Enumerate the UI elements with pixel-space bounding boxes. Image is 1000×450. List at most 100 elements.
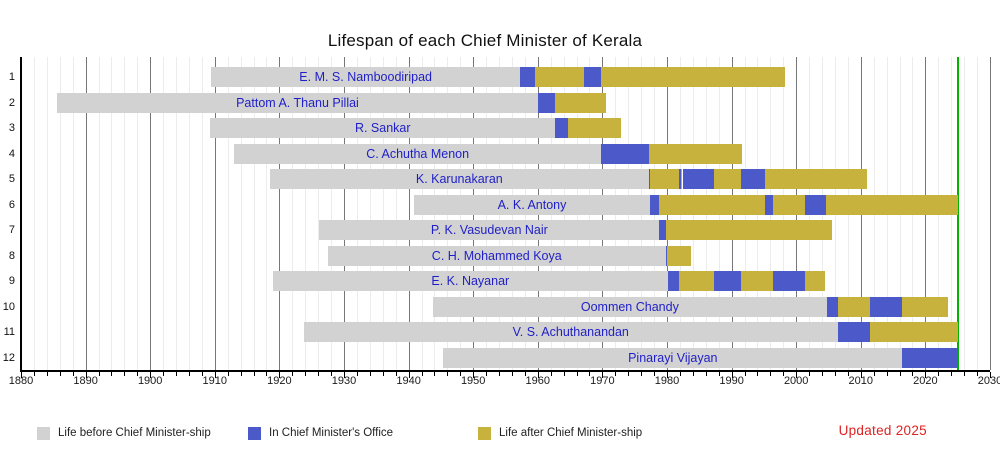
axis-tick-minor: [705, 372, 707, 376]
bar-segment-office: [555, 118, 569, 138]
axis-tick-major: [537, 372, 539, 378]
axis-tick-label: 1970: [590, 375, 615, 387]
axis-tick-minor: [563, 372, 565, 376]
gridline-minor: [188, 57, 190, 370]
bar-segment-before: [327, 245, 666, 266]
axis-tick-minor: [176, 372, 178, 376]
gridline-minor: [331, 57, 333, 370]
bar-segment-after: [568, 118, 622, 138]
gridline-major: [279, 57, 281, 370]
gridline-minor: [33, 57, 35, 370]
bar-segment-office: [679, 169, 682, 189]
axis-tick-label: 1930: [331, 375, 357, 387]
bar-segment-office: [765, 194, 773, 215]
bar-segment-office: [538, 92, 556, 113]
axis-tick-minor: [576, 372, 578, 376]
gridline-major: [150, 57, 152, 370]
axis-tick-minor: [33, 372, 35, 376]
cm-name-label: Oommen Chandy: [580, 299, 679, 314]
bar-segment-after: [902, 296, 948, 317]
gridline-minor: [266, 57, 268, 370]
gridline-major: [990, 57, 991, 370]
cm-name-label: E. M. S. Namboodiripad: [299, 70, 432, 84]
axis-tick-minor: [137, 372, 139, 376]
bar-segment-office: [837, 322, 870, 342]
axis-tick-minor: [938, 372, 940, 376]
row-number: 5: [8, 173, 15, 185]
gridline-major: [408, 57, 410, 370]
row-number: 11: [3, 326, 15, 338]
gridline-major: [85, 57, 87, 370]
axis-tick-minor: [240, 372, 242, 376]
bar-segment-after: [765, 169, 868, 189]
axis-tick-minor: [201, 372, 203, 376]
axis-tick-major: [602, 372, 604, 378]
axis-tick-minor: [111, 372, 113, 376]
gridline-minor: [59, 57, 61, 370]
axis-tick-minor: [253, 372, 255, 376]
axis-tick-minor: [382, 372, 384, 376]
axis-tick-minor: [524, 372, 526, 376]
gridline-minor: [137, 57, 139, 370]
axis-tick-minor: [692, 372, 694, 376]
cm-name-label: Pinarayi Vijayan: [628, 350, 718, 365]
gridline-minor: [964, 57, 966, 370]
axis-tick-minor: [292, 372, 294, 376]
bar-segment-office: [740, 169, 766, 189]
axis-tick-minor: [912, 372, 914, 376]
gridline-minor: [124, 57, 126, 370]
y-axis-line: [20, 57, 22, 371]
gridline-minor: [305, 57, 307, 370]
axis-tick-label: 1910: [202, 375, 228, 387]
axis-tick-label: 2030: [977, 375, 1000, 387]
axis-tick-minor: [98, 372, 100, 376]
axis-tick-minor: [822, 372, 824, 376]
axis-tick-label: 1920: [267, 375, 292, 387]
axis-tick-label: 1900: [137, 375, 163, 387]
bar-segment-after: [713, 169, 741, 189]
now-line: [956, 57, 959, 370]
gridline-minor: [240, 57, 242, 370]
axis-tick-minor: [628, 372, 630, 376]
bar-segment-before: [303, 322, 838, 342]
axis-tick-major: [990, 372, 991, 378]
bar-segment-before: [210, 118, 556, 138]
bar-segment-office: [713, 271, 742, 291]
bar-segment-after: [825, 194, 958, 215]
bar-segment-office: [667, 271, 679, 291]
axis-tick-major: [85, 372, 87, 378]
gridline-minor: [72, 57, 74, 370]
bar-segment-after: [678, 271, 714, 291]
bar-segment-before: [443, 347, 903, 368]
axis-tick-minor: [421, 372, 423, 376]
axis-tick-minor: [899, 372, 901, 376]
cm-name-label: V. S. Achuthanandan: [512, 325, 629, 339]
bar-segment-after: [659, 194, 766, 215]
bar-segment-office: [648, 169, 651, 189]
gridline-minor: [253, 57, 255, 370]
legend-label-before: Life before Chief Minister-ship: [58, 427, 211, 439]
legend-swatch-after-icon: [478, 427, 491, 440]
cm-name-label: P. K. Vasudevan Nair: [430, 223, 548, 237]
bar-segment-before: [319, 220, 660, 240]
bar-segment-office: [869, 296, 903, 317]
legend: Life before Chief Minister-ship In Chief…: [0, 426, 1000, 444]
gridline-major: [344, 57, 345, 370]
axis-tick-minor: [434, 372, 436, 376]
axis-tick-major: [214, 372, 216, 378]
row-number: 8: [8, 249, 15, 262]
axis-tick-minor: [847, 372, 849, 376]
gridline-minor: [292, 57, 294, 370]
updated-note: Updated 2025: [838, 423, 927, 438]
axis-tick-minor: [550, 372, 552, 376]
gridline-minor: [977, 57, 979, 370]
legend-swatch-before-icon: [37, 427, 50, 440]
bar-segment-office: [805, 194, 826, 215]
axis-tick-major: [925, 372, 927, 378]
axis-tick-minor: [744, 372, 746, 376]
bar-segment-after: [741, 271, 773, 291]
axis-tick-minor: [589, 372, 591, 376]
row-number: 2: [8, 96, 15, 109]
axis-tick-minor: [369, 372, 371, 376]
gridline-minor: [46, 57, 48, 370]
